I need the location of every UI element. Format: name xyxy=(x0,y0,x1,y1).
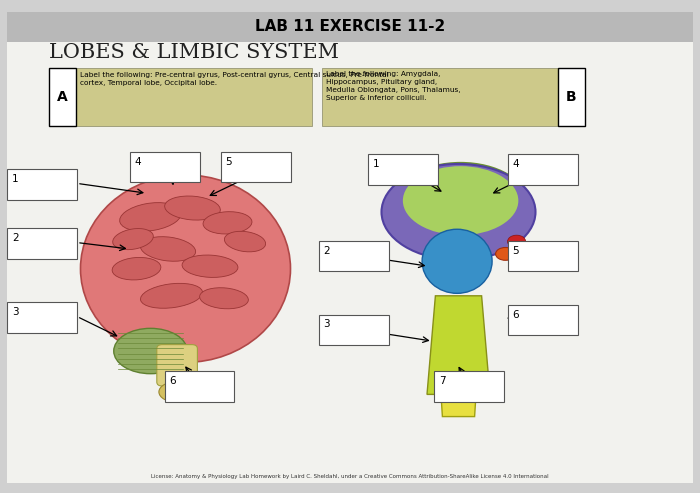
Text: License: Anatomy & Physiology Lab Homework by Laird C. Sheldahl, under a Creativ: License: Anatomy & Physiology Lab Homewo… xyxy=(151,474,549,479)
Text: 5: 5 xyxy=(225,157,232,167)
Text: 7: 7 xyxy=(439,376,445,386)
Ellipse shape xyxy=(113,328,188,374)
Text: 1: 1 xyxy=(12,174,18,184)
Text: B: B xyxy=(566,90,577,104)
Text: Label the following: Amygdala,
Hippocampus, Pituitary gland,
Medulla Oblongata, : Label the following: Amygdala, Hippocamp… xyxy=(326,71,460,102)
Text: A: A xyxy=(57,90,68,104)
Text: 6: 6 xyxy=(512,310,519,319)
Ellipse shape xyxy=(112,257,161,280)
Ellipse shape xyxy=(382,164,536,260)
FancyBboxPatch shape xyxy=(7,169,77,200)
Ellipse shape xyxy=(141,283,202,308)
FancyBboxPatch shape xyxy=(130,152,200,182)
FancyBboxPatch shape xyxy=(7,302,77,333)
Ellipse shape xyxy=(120,203,181,231)
Text: LAB 11 EXERCISE 11-2: LAB 11 EXERCISE 11-2 xyxy=(255,19,445,34)
Ellipse shape xyxy=(141,237,195,261)
Ellipse shape xyxy=(164,196,220,220)
FancyBboxPatch shape xyxy=(164,371,235,402)
Ellipse shape xyxy=(496,247,515,260)
FancyBboxPatch shape xyxy=(49,68,76,126)
FancyBboxPatch shape xyxy=(49,68,312,126)
Ellipse shape xyxy=(113,229,153,249)
FancyBboxPatch shape xyxy=(318,315,388,345)
Text: 5: 5 xyxy=(512,246,519,255)
Ellipse shape xyxy=(403,166,518,235)
Text: LOBES & LIMBIC SYSTEM: LOBES & LIMBIC SYSTEM xyxy=(49,43,339,62)
FancyBboxPatch shape xyxy=(7,12,693,483)
Ellipse shape xyxy=(182,255,238,278)
FancyBboxPatch shape xyxy=(7,228,77,259)
Text: 4: 4 xyxy=(134,157,141,167)
Ellipse shape xyxy=(203,211,252,234)
Ellipse shape xyxy=(225,231,265,252)
Polygon shape xyxy=(440,372,477,417)
Text: 2: 2 xyxy=(12,233,18,243)
FancyBboxPatch shape xyxy=(508,241,578,271)
Text: 3: 3 xyxy=(12,307,18,317)
Polygon shape xyxy=(427,296,490,394)
Ellipse shape xyxy=(422,229,492,293)
Ellipse shape xyxy=(80,175,290,362)
FancyBboxPatch shape xyxy=(508,305,578,335)
Ellipse shape xyxy=(394,163,527,242)
Text: 6: 6 xyxy=(169,376,176,386)
FancyBboxPatch shape xyxy=(318,241,388,271)
Text: 1: 1 xyxy=(372,159,379,169)
FancyBboxPatch shape xyxy=(220,152,290,182)
Ellipse shape xyxy=(159,382,195,402)
FancyBboxPatch shape xyxy=(508,154,578,185)
FancyBboxPatch shape xyxy=(7,12,693,42)
Text: Label the following: Pre-central gyrus, Post-central gyrus, Central sulcus, Pre-: Label the following: Pre-central gyrus, … xyxy=(80,72,389,86)
FancyBboxPatch shape xyxy=(157,345,197,386)
Text: 2: 2 xyxy=(323,246,330,255)
FancyBboxPatch shape xyxy=(322,68,584,126)
Ellipse shape xyxy=(199,288,248,309)
Text: 3: 3 xyxy=(323,319,330,329)
Circle shape xyxy=(508,235,526,248)
Text: 4: 4 xyxy=(512,159,519,169)
FancyBboxPatch shape xyxy=(434,371,504,402)
FancyBboxPatch shape xyxy=(558,68,584,126)
FancyBboxPatch shape xyxy=(368,154,438,185)
